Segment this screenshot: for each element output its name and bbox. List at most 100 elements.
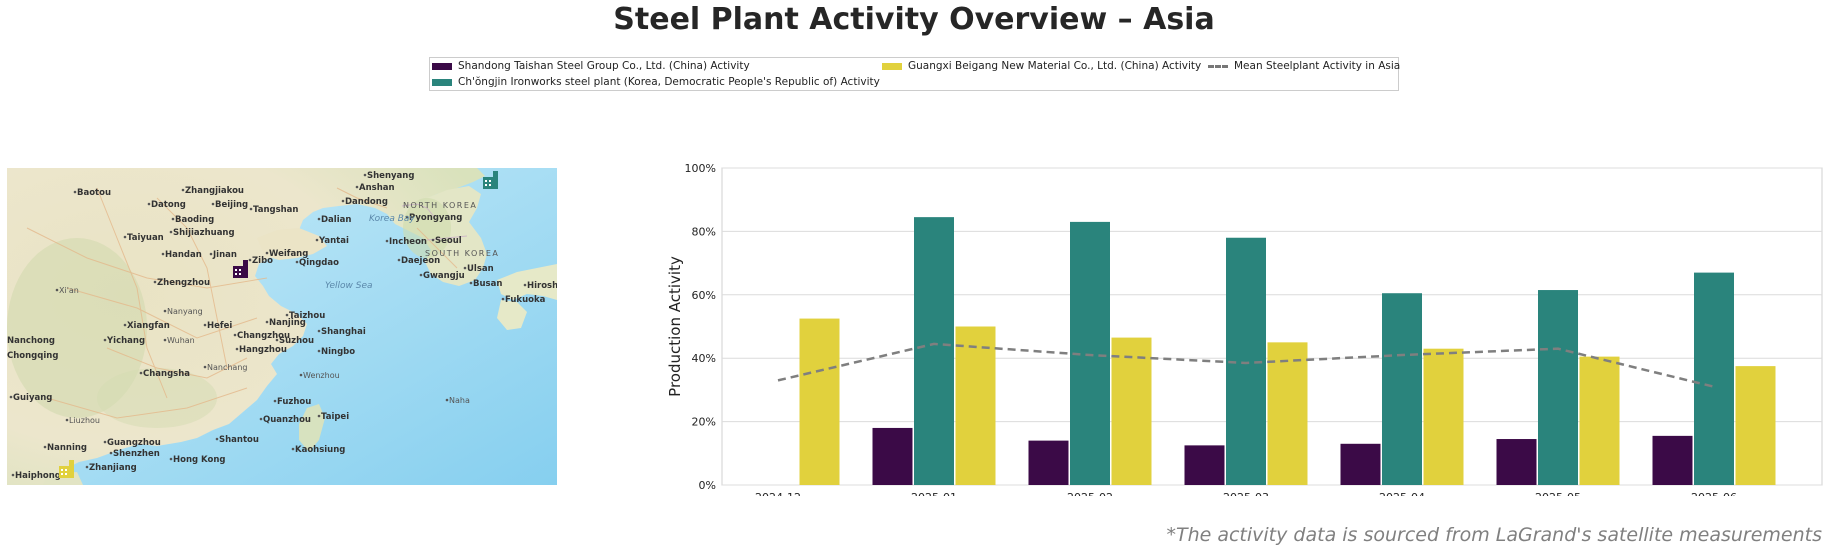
legend-label-shandong: Shandong Taishan Steel Group Co., Ltd. (… xyxy=(458,60,750,72)
map-dot xyxy=(169,457,173,461)
map-dot xyxy=(233,333,237,337)
map-dot xyxy=(235,347,239,351)
map-dot xyxy=(85,465,89,469)
map-place-label: Shantou xyxy=(219,435,259,445)
map-dot xyxy=(109,451,113,455)
map-dot xyxy=(341,199,345,203)
bar xyxy=(799,318,840,485)
map-terrain-south xyxy=(97,368,217,428)
map-dot xyxy=(419,273,423,277)
map-place-label: Weifang xyxy=(269,249,308,259)
map-roads xyxy=(26,187,458,419)
map-place-label: Xi'an xyxy=(59,286,79,295)
map-land-shandong xyxy=(257,228,327,260)
y-tick-label: 80% xyxy=(692,225,716,238)
map-place-label: Changzhou xyxy=(237,331,290,341)
map-place-label: Zibo xyxy=(252,256,273,266)
map-place-label: Suzhou xyxy=(279,336,314,346)
bar-chart-svg: 0% 20% 40% 60% 80% 100% Production Activity 202… xyxy=(666,162,1823,504)
map-dot xyxy=(103,338,107,342)
map-place-label: Hangzhou xyxy=(239,345,287,355)
map-place-label: Taizhou xyxy=(289,311,325,321)
y-axis-label: Production Activity xyxy=(666,256,684,397)
map-place-label: Yichang xyxy=(106,336,145,346)
map-place-label: Busan xyxy=(473,279,502,289)
map-dot xyxy=(445,398,449,402)
map-place-label: Datong xyxy=(151,200,186,210)
map-dot xyxy=(248,258,252,262)
chart-legend: Shandong Taishan Steel Group Co., Ltd. (… xyxy=(429,57,1400,91)
map-place-label: Guangzhou xyxy=(107,438,161,448)
map-dot xyxy=(363,173,367,177)
bar xyxy=(1184,445,1225,485)
map-place-label: Zhangjiakou xyxy=(185,186,244,196)
map-place-label: Yantai xyxy=(318,236,349,246)
map-dot xyxy=(163,309,167,313)
map-dot xyxy=(355,185,359,189)
bar xyxy=(914,217,954,485)
bar xyxy=(1735,366,1776,485)
map-place-label: Liuzhou xyxy=(69,416,100,425)
map-dot xyxy=(317,414,321,418)
map-place-label: Naha xyxy=(449,396,470,405)
map-place-label: Qingdao xyxy=(299,258,339,268)
map-dot xyxy=(161,252,165,256)
bar xyxy=(1423,348,1464,485)
footnote: *The activity data is sourced from LaGra… xyxy=(1166,524,1822,546)
map-place-label: Fukuoka xyxy=(505,295,546,305)
map-place-label: Nanning xyxy=(47,443,87,453)
bar xyxy=(1111,337,1152,485)
bar xyxy=(872,427,913,485)
map-dot xyxy=(215,437,219,441)
map-dot xyxy=(397,258,401,262)
map-dot xyxy=(501,297,505,301)
x-tick-label: 2024-12 xyxy=(755,491,801,496)
map-place-label: Taipei xyxy=(321,412,349,422)
asia-map: Shenyang Anshan Dandong Baotou Zhangjiakou Da… xyxy=(7,168,557,485)
legend-label-mean: Mean Steelplant Activity in Asia xyxy=(1234,60,1401,72)
map-place-label: Kaohsiung xyxy=(295,445,345,455)
map-place-label: Dalian xyxy=(321,215,351,225)
map-place-label: Hiroshima xyxy=(527,281,557,291)
map-canvas: Shenyang Anshan Dandong Baotou Zhangjiakou Da… xyxy=(7,168,557,485)
map-place-label: Anshan xyxy=(359,183,395,193)
map-place-label: Handan xyxy=(165,250,202,260)
map-dot xyxy=(265,320,269,324)
map-dot xyxy=(249,207,253,211)
bar xyxy=(1579,356,1620,485)
map-terrain-west xyxy=(7,238,147,418)
bar xyxy=(955,326,996,485)
map-dot xyxy=(291,447,295,451)
map-dot xyxy=(317,329,321,333)
map-dot xyxy=(463,266,467,270)
map-region-label: NORTH KOREA xyxy=(403,201,477,210)
map-dot xyxy=(203,323,207,327)
x-tick-label: 2025-03 xyxy=(1223,491,1269,496)
map-place-label: Seoul xyxy=(435,236,462,246)
map-dot xyxy=(181,188,185,192)
y-tick-label: 20% xyxy=(692,416,716,429)
map-sea-label: Yellow Sea xyxy=(325,281,373,291)
map-dot xyxy=(523,283,527,287)
mean-line xyxy=(777,342,1715,388)
map-place-label: Shijiazhuang xyxy=(173,228,235,238)
map-place-label: Baoding xyxy=(175,215,214,225)
bar xyxy=(1538,290,1578,485)
map-dot xyxy=(171,217,175,221)
x-tick-label: 2025-01 xyxy=(911,491,957,496)
activity-chart: 0% 20% 40% 60% 80% 100% Production Activity 202… xyxy=(660,160,1828,504)
map-dot xyxy=(9,395,13,399)
map-place-label: Xiangfan xyxy=(127,321,170,331)
map-place-label: Zhanjiang xyxy=(89,463,137,473)
map-dot xyxy=(385,239,389,243)
map-place-label: Pyongyang xyxy=(409,213,462,223)
map-place-label: Nanchong xyxy=(7,336,55,346)
legend-item-mean: Mean Steelplant Activity in Asia xyxy=(1208,60,1400,72)
marker-guangxi-icon xyxy=(59,460,74,478)
map-dot xyxy=(65,418,69,422)
legend-item-shandong: Shandong Taishan Steel Group Co., Ltd. (… xyxy=(430,60,750,72)
legend-swatch-shandong xyxy=(432,62,452,70)
bar xyxy=(1028,440,1069,485)
map-dot xyxy=(273,399,277,403)
x-tick-label: 2025-02 xyxy=(1067,491,1113,496)
